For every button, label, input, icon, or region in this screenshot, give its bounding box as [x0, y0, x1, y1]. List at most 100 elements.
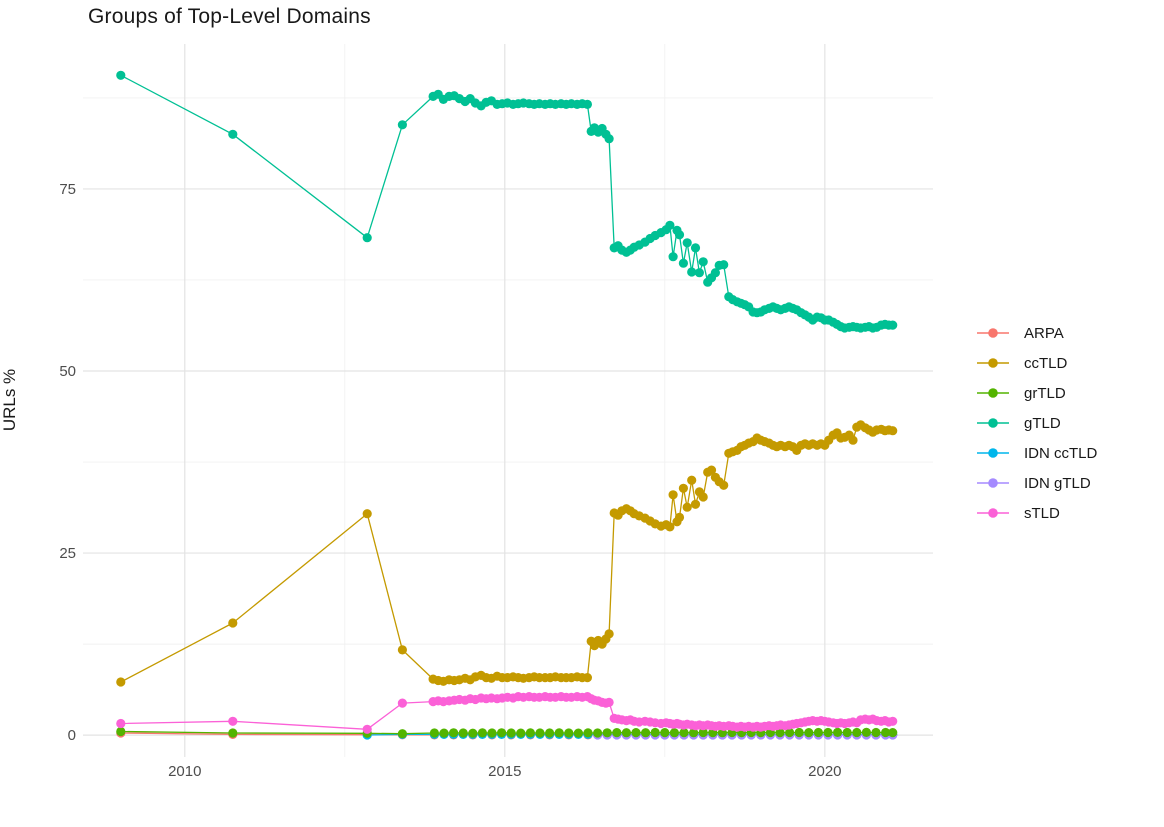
- x-tick-label: 2020: [808, 763, 841, 780]
- data-point: [823, 727, 833, 738]
- data-point: [833, 727, 843, 738]
- data-point: [842, 727, 852, 738]
- x-tick-label: 2015: [488, 763, 521, 780]
- data-point: [690, 243, 701, 253]
- data-point: [362, 509, 372, 519]
- data-point: [397, 698, 407, 708]
- legend-key-dot: [988, 508, 998, 518]
- data-point: [888, 426, 898, 436]
- data-point: [678, 483, 689, 493]
- data-point: [848, 435, 858, 445]
- legend-key-icon: [977, 478, 1009, 488]
- data-point: [516, 728, 526, 738]
- legend-key-icon: [977, 388, 1009, 398]
- data-point: [612, 728, 622, 738]
- y-tick-label: 75: [59, 181, 76, 198]
- data-point: [228, 716, 238, 726]
- y-tick-label: 50: [59, 363, 76, 380]
- legend-key-icon: [977, 418, 1009, 428]
- data-point: [804, 728, 814, 738]
- data-point: [582, 99, 593, 109]
- legend-entry-ccTLD: ccTLD: [976, 348, 1097, 378]
- legend-label: IDN gTLD: [1024, 474, 1091, 492]
- legend-label: ccTLD: [1024, 354, 1068, 372]
- data-point: [690, 499, 701, 509]
- data-point: [458, 728, 468, 738]
- data-point: [794, 727, 804, 738]
- legend-entry-ARPA: ARPA: [976, 318, 1097, 348]
- data-point: [487, 728, 497, 738]
- data-point: [665, 522, 675, 532]
- data-point: [674, 230, 685, 240]
- data-point: [397, 645, 407, 655]
- data-point: [641, 728, 651, 738]
- x-tick-label: 2010: [168, 763, 201, 780]
- data-point: [710, 268, 721, 278]
- legend-label: ARPA: [1024, 324, 1064, 342]
- data-point: [689, 728, 699, 738]
- data-point: [698, 727, 708, 738]
- data-point: [668, 252, 678, 262]
- data-point: [719, 260, 729, 270]
- legend: ARPA ccTLD grTLD gTLD IDN ccTLD IDN gTLD sTLD: [976, 318, 1097, 528]
- data-point: [679, 728, 689, 738]
- data-point: [687, 475, 697, 485]
- series-lines: [120, 74, 893, 736]
- data-point: [694, 268, 705, 278]
- legend-key-dot: [988, 448, 998, 458]
- data-point: [861, 727, 872, 738]
- data-point: [674, 512, 685, 523]
- y-tick-label: 25: [59, 545, 76, 562]
- data-point: [362, 724, 372, 734]
- data-point: [660, 728, 670, 738]
- series-points-grTLD: [116, 726, 898, 739]
- legend-key-icon: [977, 508, 1009, 518]
- data-point: [852, 727, 862, 738]
- data-point: [665, 220, 675, 230]
- data-point: [669, 728, 680, 738]
- data-point: [397, 120, 407, 130]
- data-point: [604, 629, 614, 639]
- data-point: [564, 728, 574, 738]
- data-point: [698, 492, 708, 502]
- data-point: [362, 233, 372, 243]
- data-point: [687, 267, 697, 277]
- legend-key-dot: [988, 358, 998, 368]
- legend-label: gTLD: [1024, 414, 1061, 432]
- legend-key-icon: [977, 358, 1009, 368]
- data-point: [116, 677, 126, 687]
- data-point: [573, 728, 584, 738]
- series-points-sTLD: [116, 692, 898, 734]
- data-point: [439, 728, 449, 738]
- data-point: [682, 238, 692, 248]
- data-point: [449, 728, 459, 738]
- data-point: [593, 728, 603, 738]
- legend-label: grTLD: [1024, 384, 1066, 402]
- data-point: [429, 728, 439, 738]
- data-point: [682, 502, 692, 512]
- axis-labels: 0 25 50 75 2010 2015 2020: [59, 181, 841, 780]
- data-point: [650, 727, 660, 738]
- legend-key-dot: [988, 418, 998, 428]
- legend-label: sTLD: [1024, 504, 1060, 522]
- data-point: [525, 728, 536, 738]
- legend-entry-IDN-ccTLD: IDN ccTLD: [976, 438, 1097, 468]
- data-point: [397, 729, 407, 739]
- legend-entry-IDN-gTLD: IDN gTLD: [976, 468, 1097, 498]
- series-points-gTLD: [116, 70, 898, 333]
- data-point: [604, 134, 614, 144]
- data-point: [228, 129, 238, 139]
- data-point: [535, 728, 545, 738]
- data-point: [116, 70, 126, 80]
- data-point: [506, 728, 516, 738]
- data-point: [668, 490, 678, 500]
- data-point: [775, 728, 785, 738]
- legend-key-dot: [988, 388, 998, 398]
- data-point: [228, 728, 238, 738]
- data-point: [813, 727, 824, 738]
- series-line-gTLD: [120, 74, 893, 329]
- legend-key-dot: [988, 328, 998, 338]
- legend-entry-grTLD: grTLD: [976, 378, 1097, 408]
